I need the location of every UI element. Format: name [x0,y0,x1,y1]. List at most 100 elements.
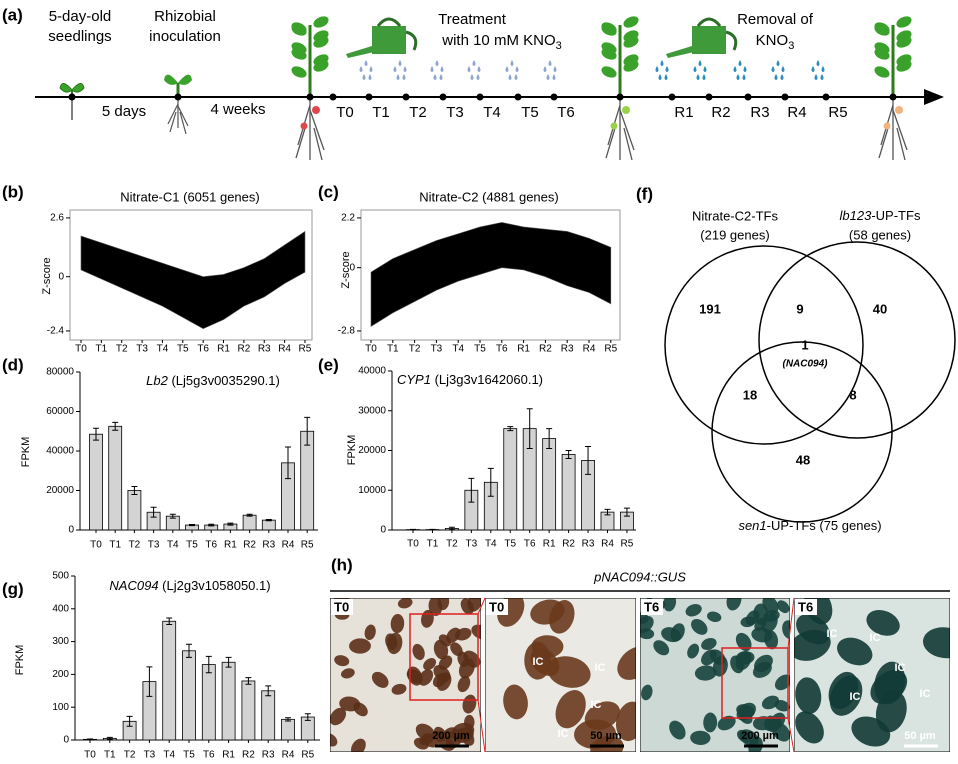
gene-id: (Lj2g3v1058050.1) [159,578,271,593]
infected-cell [752,661,772,678]
time-label: T0 [489,599,504,614]
infected-cell [685,603,702,617]
x-tick-label: T2 [116,344,128,355]
y-tick-label: 60000 [46,406,74,417]
infected-cell [735,632,752,652]
infected-cell [503,684,528,720]
nodule [883,122,891,130]
y-tick-label: 40000 [358,366,386,377]
infected-cell [764,715,776,732]
infected-cell [617,646,636,680]
leaf [291,48,307,60]
drop [816,60,820,66]
panel-label: (a) [2,5,23,24]
drop [553,66,557,72]
drop [543,66,547,72]
time-label: T6 [798,599,813,614]
y-tick-label: 40000 [46,446,74,457]
error-bar [208,523,215,527]
y-tick-label: 0 [63,735,69,746]
error-bar [131,486,138,495]
seedling-icon [59,83,85,120]
infected-cell [467,598,481,612]
cell-label: IC [870,632,881,644]
venn-circle [758,241,956,439]
infected-cell [761,613,778,633]
infected-cell [922,627,950,659]
bar [182,650,196,741]
chart: (c) Nitrate-C2 (4881 genes) Z-score 2.2 0 -2.… [318,182,621,355]
error-bar [93,427,99,441]
infected-cell [691,618,708,635]
infected-cell [524,641,551,680]
scale-label: 50 µm [590,730,622,742]
x-tick-label: T4 [167,540,179,551]
set-name-rest: -UP-TFs [871,208,921,223]
gene-name: CYP1 [397,372,431,387]
infected-cell [471,624,481,640]
treatment-label: Treatment [438,11,507,28]
y-tick-label: 200 [52,669,69,680]
x-tick-label: T3 [136,344,148,355]
panel-label: (g) [2,579,24,598]
micrograph [485,598,636,752]
drop [508,74,512,80]
x-tick-label: T3 [148,540,160,551]
drop [733,66,737,72]
y-tick-label: 0 [68,525,74,536]
x-tick-label: R4 [278,344,291,355]
y-tick-label: 80000 [46,367,74,378]
watering-can [346,17,418,58]
time-label: T6 [644,599,659,614]
gene: lb123 [840,208,873,223]
error-bar [526,408,533,450]
core-gene: (NAC094) [782,359,828,370]
infected-cell [762,598,779,615]
drop [515,66,519,72]
stage-dot [68,93,76,101]
error-bar [585,446,592,475]
time-dot [476,93,484,101]
cell-label: IC [533,656,544,668]
error-bar [468,477,475,503]
drop [696,74,700,80]
charts: (b) Nitrate-C1 (6051 genes) Z-score 2.6 0 -2.… [2,182,636,761]
y-tick-label: 20000 [358,445,386,456]
error-bar [604,508,611,516]
drop [439,74,443,80]
x-tick-label: T1 [104,750,116,761]
drop [814,74,818,80]
gene-name: Lb2 [146,373,168,388]
leaf [601,22,617,34]
x-tick-label: R5 [301,540,314,551]
error-bar [304,416,311,446]
bar [162,620,177,741]
panel-label: (d) [2,355,24,374]
gene-name: NAC094 [109,578,158,593]
drop [702,74,706,80]
infected-cell [795,677,822,715]
infected-cell [334,655,350,667]
drop [774,74,778,80]
error-bar [546,428,553,450]
chart-title: Nitrate-C1 (6051 genes) [120,189,259,204]
panel-a: (a) 5-day-old seedlings Rhizobial inocul… [2,5,944,161]
x-tick-label: T3 [431,344,443,355]
infected-cell [555,690,586,729]
removal-label: Removal of [737,11,814,28]
x-tick-label: R3 [262,540,275,551]
infected-cell [866,609,900,636]
drop [359,66,363,72]
x-tick-label: R1 [217,344,230,355]
infected-cell [433,665,451,682]
x-tick-label: T2 [129,540,141,551]
leaf [291,66,307,78]
infected-cell [547,656,591,688]
x-tick-label: T5 [186,540,198,551]
infected-cell [829,675,863,716]
drop [780,74,784,80]
x-tick-label: T0 [75,344,87,355]
infected-cell [437,598,450,611]
drop [435,60,439,66]
drop [743,66,747,72]
